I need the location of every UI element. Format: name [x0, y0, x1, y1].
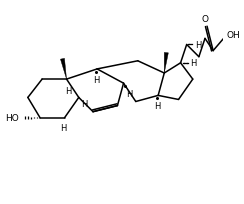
Text: OH: OH [227, 31, 241, 40]
Text: H: H [154, 102, 160, 111]
Text: H: H [60, 123, 67, 132]
Text: H: H [81, 100, 88, 109]
Text: H: H [195, 41, 202, 50]
Text: O: O [202, 15, 208, 24]
Polygon shape [61, 59, 67, 80]
Text: H: H [127, 90, 133, 99]
Polygon shape [164, 53, 168, 74]
Text: H: H [93, 76, 99, 85]
Text: H: H [190, 59, 196, 68]
Text: H: H [65, 86, 71, 95]
Text: HO: HO [5, 114, 19, 123]
